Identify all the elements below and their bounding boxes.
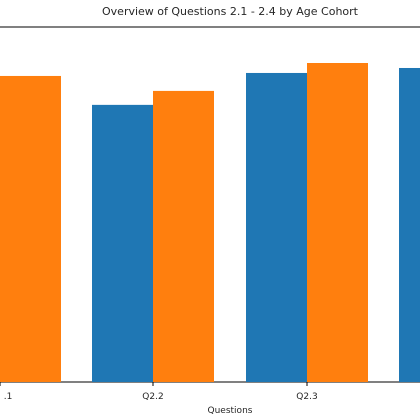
bar-series1-q2-3 [246,72,307,382]
x-tick-label: .1 [4,392,13,402]
plot-area: .1 Q2.2 Q2.3 [0,26,420,402]
bars-group [0,63,420,383]
chart-title: Overview of Questions 2.1 - 2.4 by Age C… [102,5,359,18]
x-tick-label: Q2.2 [142,392,163,402]
bar-series2-q2-1 [0,75,61,382]
x-axis-label: Questions [208,406,253,416]
bar-series1-q2-2 [92,104,153,383]
x-ticks-group: .1 Q2.2 Q2.3 [0,382,318,402]
bar-series2-q2-2 [153,90,214,382]
bar-series2-q2-3 [307,63,368,382]
bar-series1-q2-4 [399,67,420,382]
x-tick-label: Q2.3 [296,392,317,402]
